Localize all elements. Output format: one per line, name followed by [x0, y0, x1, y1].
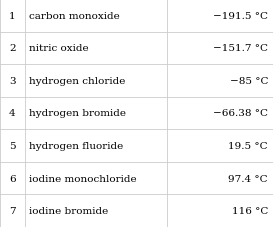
Text: 116 °C: 116 °C: [232, 206, 268, 215]
Text: 2: 2: [9, 44, 16, 53]
Text: nitric oxide: nitric oxide: [29, 44, 89, 53]
Text: −85 °C: −85 °C: [230, 76, 268, 86]
Text: 5: 5: [9, 141, 16, 151]
Text: hydrogen bromide: hydrogen bromide: [29, 109, 126, 118]
Text: hydrogen fluoride: hydrogen fluoride: [29, 141, 124, 151]
Text: 4: 4: [9, 109, 16, 118]
Text: iodine bromide: iodine bromide: [29, 206, 109, 215]
Text: 6: 6: [9, 174, 16, 183]
Text: carbon monoxide: carbon monoxide: [29, 12, 120, 21]
Text: −191.5 °C: −191.5 °C: [213, 12, 268, 21]
Text: 1: 1: [9, 12, 16, 21]
Text: hydrogen chloride: hydrogen chloride: [29, 76, 126, 86]
Text: iodine monochloride: iodine monochloride: [29, 174, 137, 183]
Text: 19.5 °C: 19.5 °C: [229, 141, 268, 151]
Text: −66.38 °C: −66.38 °C: [213, 109, 268, 118]
Text: 97.4 °C: 97.4 °C: [229, 174, 268, 183]
Text: 3: 3: [9, 76, 16, 86]
Text: 7: 7: [9, 206, 16, 215]
Text: −151.7 °C: −151.7 °C: [213, 44, 268, 53]
